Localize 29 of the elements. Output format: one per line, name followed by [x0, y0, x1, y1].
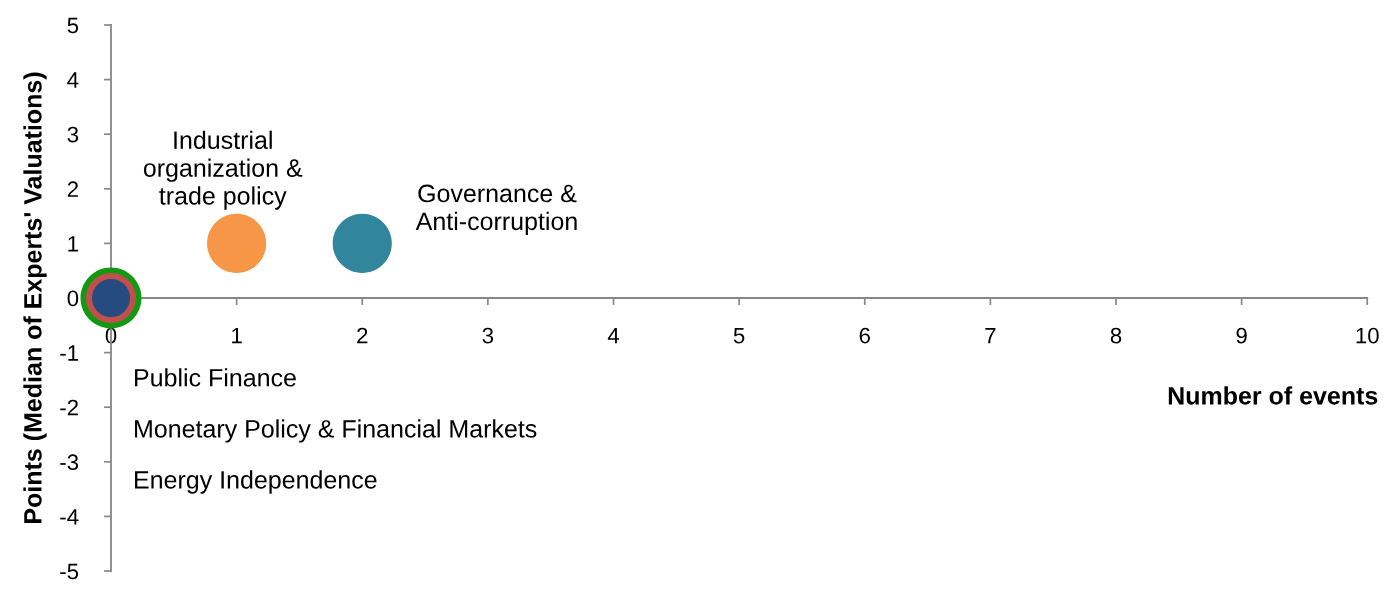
annotation: Energy Independence: [135, 470, 377, 494]
y-tick-label: -2: [60, 399, 78, 416]
x-tick-label: 9: [1236, 327, 1247, 344]
y-tick-label: -5: [60, 563, 79, 580]
x-tick-label: 10: [1356, 327, 1379, 344]
x-tick-label: 6: [859, 327, 870, 344]
x-tick-label: 2: [357, 327, 368, 344]
x-tick-label: 1: [232, 327, 242, 344]
series-label: Governance & Anti-corruption: [415, 184, 577, 236]
annotation: Public Finance: [135, 368, 296, 387]
y-tick-label: -3: [60, 454, 79, 471]
x-tick-label: 4: [607, 327, 620, 344]
x-tick-label: 8: [1110, 327, 1122, 344]
y-tick-label: -1: [60, 345, 78, 361]
x-tick-label: 5: [733, 327, 745, 344]
y-tick-label: -4: [60, 509, 79, 525]
y-tick-label: 4: [67, 72, 79, 88]
y-tick-label: 1: [68, 236, 78, 252]
y-tick-label: 3: [67, 126, 79, 143]
x-axis-title: Number of events: [1168, 386, 1378, 405]
x-tick-label: 3: [482, 327, 494, 344]
x-tick-label: 7: [985, 327, 996, 344]
y-tick-label: 2: [67, 181, 78, 197]
y-tick-label: 5: [67, 17, 79, 34]
y-axis-title: Points (Median of Experts' Valuations): [23, 72, 47, 523]
annotation: Monetary Policy & Financial Markets: [135, 419, 537, 443]
x-tick-label: 0: [105, 327, 117, 344]
series-label: Industrial organization & trade policy: [143, 130, 303, 210]
y-tick-label: 0: [67, 290, 79, 307]
